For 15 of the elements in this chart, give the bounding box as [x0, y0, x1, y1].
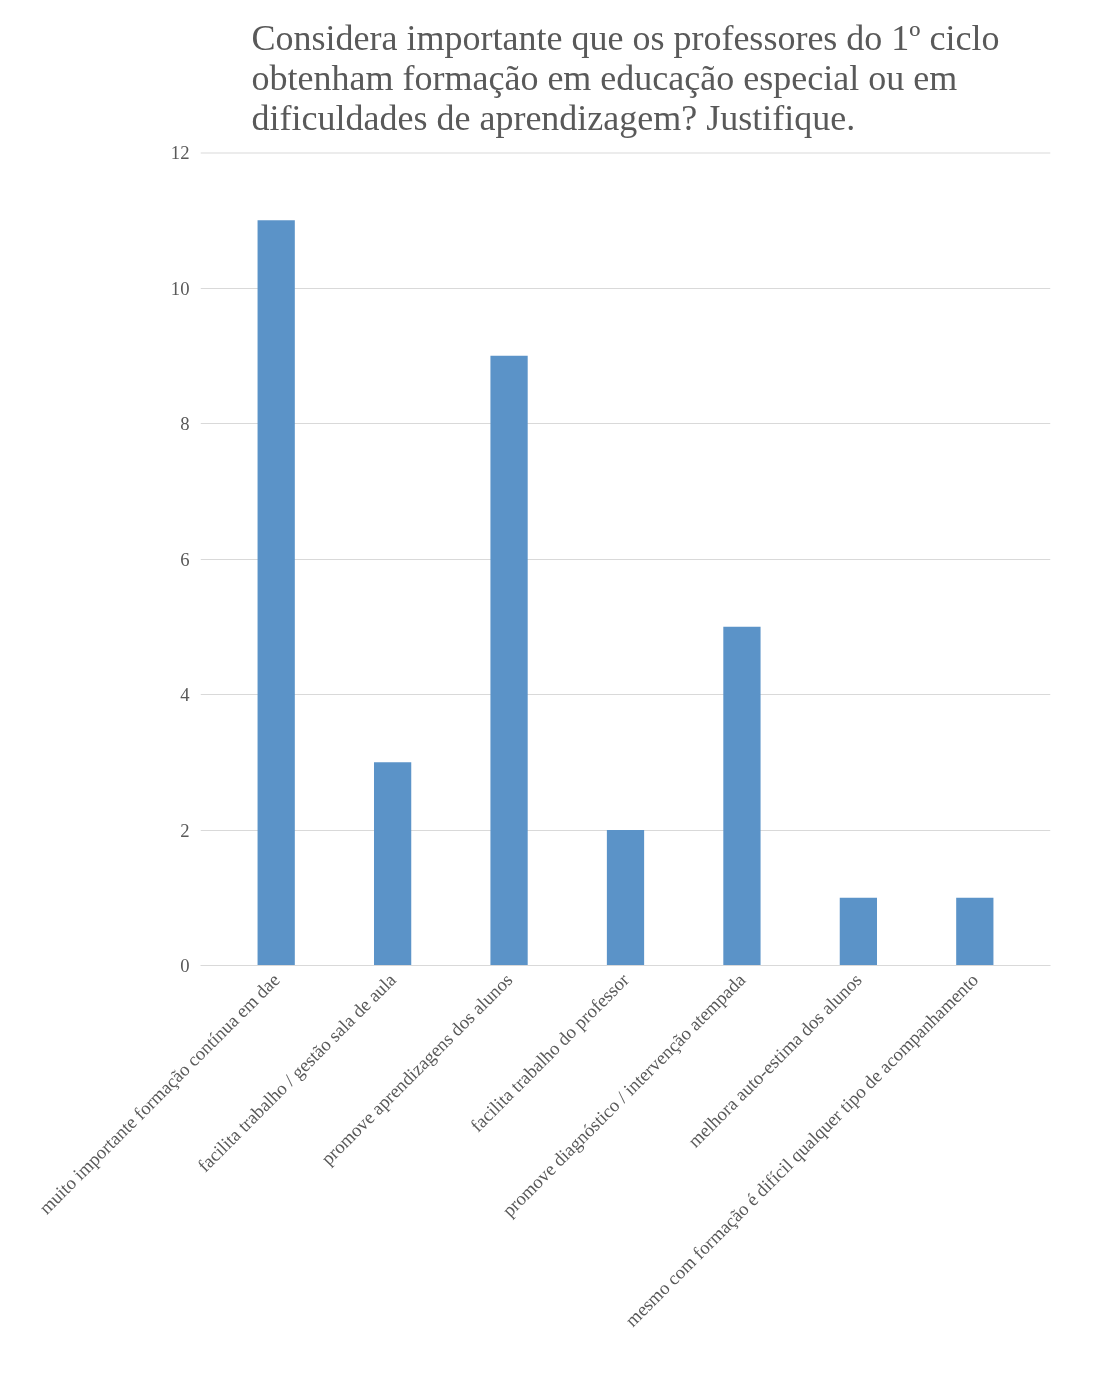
y-tick-label: 8	[180, 413, 190, 434]
bar	[839, 897, 878, 966]
bar	[490, 355, 528, 966]
bar	[956, 897, 994, 966]
y-tick-label: 12	[170, 142, 190, 163]
y-tick-label: 0	[180, 955, 190, 976]
y-tick-label: 4	[180, 684, 191, 705]
bar	[257, 220, 295, 966]
y-tick-label: 6	[180, 548, 190, 570]
y-tick-label: 10	[170, 277, 190, 299]
bar	[606, 830, 645, 966]
bar	[723, 626, 761, 966]
chart-title: Considera importante que os professores do 1º ciclo obtenham formação em educação especial ou em dificuldades de aprendizagem? Justifique.	[251, 17, 1000, 138]
y-tick-label: 2	[180, 819, 190, 841]
bar	[373, 762, 412, 966]
